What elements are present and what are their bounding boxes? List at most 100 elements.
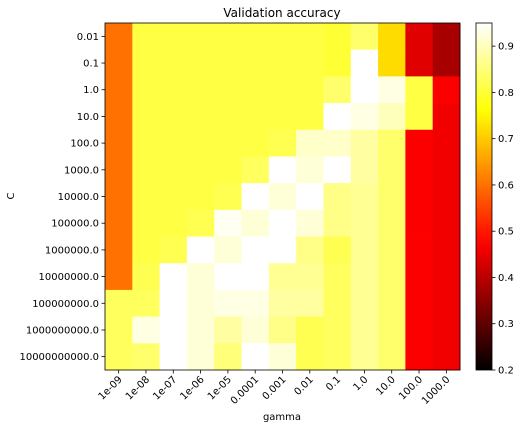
- heatmap-cell: [268, 76, 297, 104]
- heatmap-cell: [350, 129, 379, 157]
- heatmap-cell: [132, 236, 161, 264]
- heatmap-cell: [405, 183, 434, 211]
- heatmap-cell: [159, 129, 188, 157]
- heatmap-cell: [241, 236, 270, 264]
- heatmap-cell: [105, 23, 133, 51]
- heatmap-cell: [105, 156, 133, 184]
- x-tick-label: 1.0: [352, 374, 371, 393]
- heatmap-cell: [268, 209, 297, 237]
- heatmap-cell: [350, 209, 379, 237]
- heatmap-cell: [105, 236, 133, 264]
- heatmap-cell: [378, 103, 406, 131]
- heatmap-cell: [268, 183, 297, 211]
- heatmap-cell: [214, 49, 242, 77]
- heatmap-cell: [432, 209, 461, 237]
- heatmap-cell: [186, 343, 215, 371]
- heatmap-cell: [241, 183, 270, 211]
- heatmap-cell: [214, 23, 242, 51]
- heatmap-cell: [432, 23, 461, 51]
- y-tick-label: 10.0: [77, 112, 99, 123]
- x-tick-label: 1e-09: [97, 374, 125, 402]
- heatmap-cell: [105, 76, 133, 104]
- heatmap-cell: [105, 183, 133, 211]
- heatmap-cell: [350, 76, 379, 104]
- y-tick-label: 0.1: [83, 59, 99, 70]
- heatmap-cell: [432, 103, 461, 131]
- heatmap-cell: [405, 236, 434, 264]
- heatmap-cell: [378, 343, 406, 371]
- heatmap-cell: [241, 263, 270, 291]
- heatmap-cell: [159, 76, 188, 104]
- heatmap-cell: [405, 289, 434, 318]
- heatmap-cell: [132, 156, 161, 184]
- heatmap-cell: [323, 49, 352, 77]
- x-axis-ticks: 1e-09 1e-08 1e-07 1e-06 1e-050.0001 0.001 0.01…: [97, 370, 452, 407]
- heatmap-cell: [350, 156, 379, 184]
- x-axis-label: gamma: [263, 412, 301, 423]
- heatmap-cell: [214, 289, 242, 318]
- y-tick-label: 1000000000.0: [26, 325, 99, 336]
- heatmap-cell: [159, 236, 188, 264]
- heatmap-cell: [405, 263, 434, 291]
- heatmap-cell: [186, 289, 215, 318]
- heatmap-cell: [241, 129, 270, 157]
- heatmap-cell: [214, 263, 242, 291]
- heatmap-cell: [405, 76, 434, 104]
- heatmap-cell: [159, 316, 188, 344]
- heatmap-cell: [378, 183, 406, 211]
- heatmap-cell: [214, 76, 242, 104]
- heatmap-cell: [268, 236, 297, 264]
- heatmap-cell: [350, 316, 379, 344]
- heatmap-cell: [186, 316, 215, 344]
- heatmap-cell: [432, 76, 461, 104]
- heatmap-cell: [241, 103, 270, 131]
- heatmap-cell: [159, 289, 188, 318]
- heatmap-cell: [186, 156, 215, 184]
- heatmap-cell: [186, 209, 215, 237]
- heatmap-cell: [105, 209, 133, 237]
- heatmap-cell: [378, 156, 406, 184]
- heatmap-cell: [214, 156, 242, 184]
- heatmap-cell: [296, 76, 324, 104]
- heatmap-cell: [323, 183, 352, 211]
- heatmap-cell: [296, 129, 324, 157]
- heatmap-cell: [186, 183, 215, 211]
- colorbar: [475, 22, 493, 371]
- y-tick-label: 0.01: [77, 32, 99, 43]
- colorbar-tick-label: 0.3: [498, 319, 514, 330]
- heatmap-cell: [350, 183, 379, 211]
- colorbar-tick-label: 0.7: [498, 134, 514, 145]
- heatmap-cells: [105, 23, 461, 371]
- heatmap-cell: [432, 236, 461, 264]
- heatmap-cell: [268, 129, 297, 157]
- heatmap-cell: [268, 263, 297, 291]
- heatmap-cell: [159, 23, 188, 51]
- x-tick-label: 1e-06: [179, 374, 207, 402]
- heatmap-cell: [132, 103, 161, 131]
- y-axis-ticks: 0.01 0.1 1.0 10.0 100.0 1000.0 10000.0 100000.0…: [19, 32, 105, 363]
- heatmap-cell: [378, 129, 406, 157]
- heatmap-cell: [105, 316, 133, 344]
- heatmap-cell: [405, 343, 434, 371]
- heatmap-cell: [186, 49, 215, 77]
- heatmap-cell: [405, 129, 434, 157]
- y-tick-label: 100000000.0: [32, 299, 99, 310]
- heatmap-cell: [132, 343, 161, 371]
- heatmap-cell: [268, 23, 297, 51]
- heatmap-cell: [132, 263, 161, 291]
- y-tick-label: 10000000.0: [39, 272, 99, 283]
- heatmap-cell: [296, 236, 324, 264]
- heatmap-cell: [105, 129, 133, 157]
- heatmap-cell: [214, 236, 242, 264]
- x-tick-label: 0.0001: [229, 374, 262, 407]
- y-tick-label: 1.0: [83, 85, 99, 96]
- colorbar-tick-label: 0.8: [498, 88, 514, 99]
- heatmap-cell: [296, 49, 324, 77]
- colorbar-ticks: 0.2 0.3 0.4 0.5 0.6 0.7 0.8 0.9: [492, 42, 514, 377]
- heatmap-cell: [378, 209, 406, 237]
- heatmap-cell: [159, 343, 188, 371]
- heatmap-cell: [186, 236, 215, 264]
- heatmap-cell: [296, 156, 324, 184]
- heatmap-cell: [186, 103, 215, 131]
- y-tick-label: 10000.0: [58, 192, 99, 203]
